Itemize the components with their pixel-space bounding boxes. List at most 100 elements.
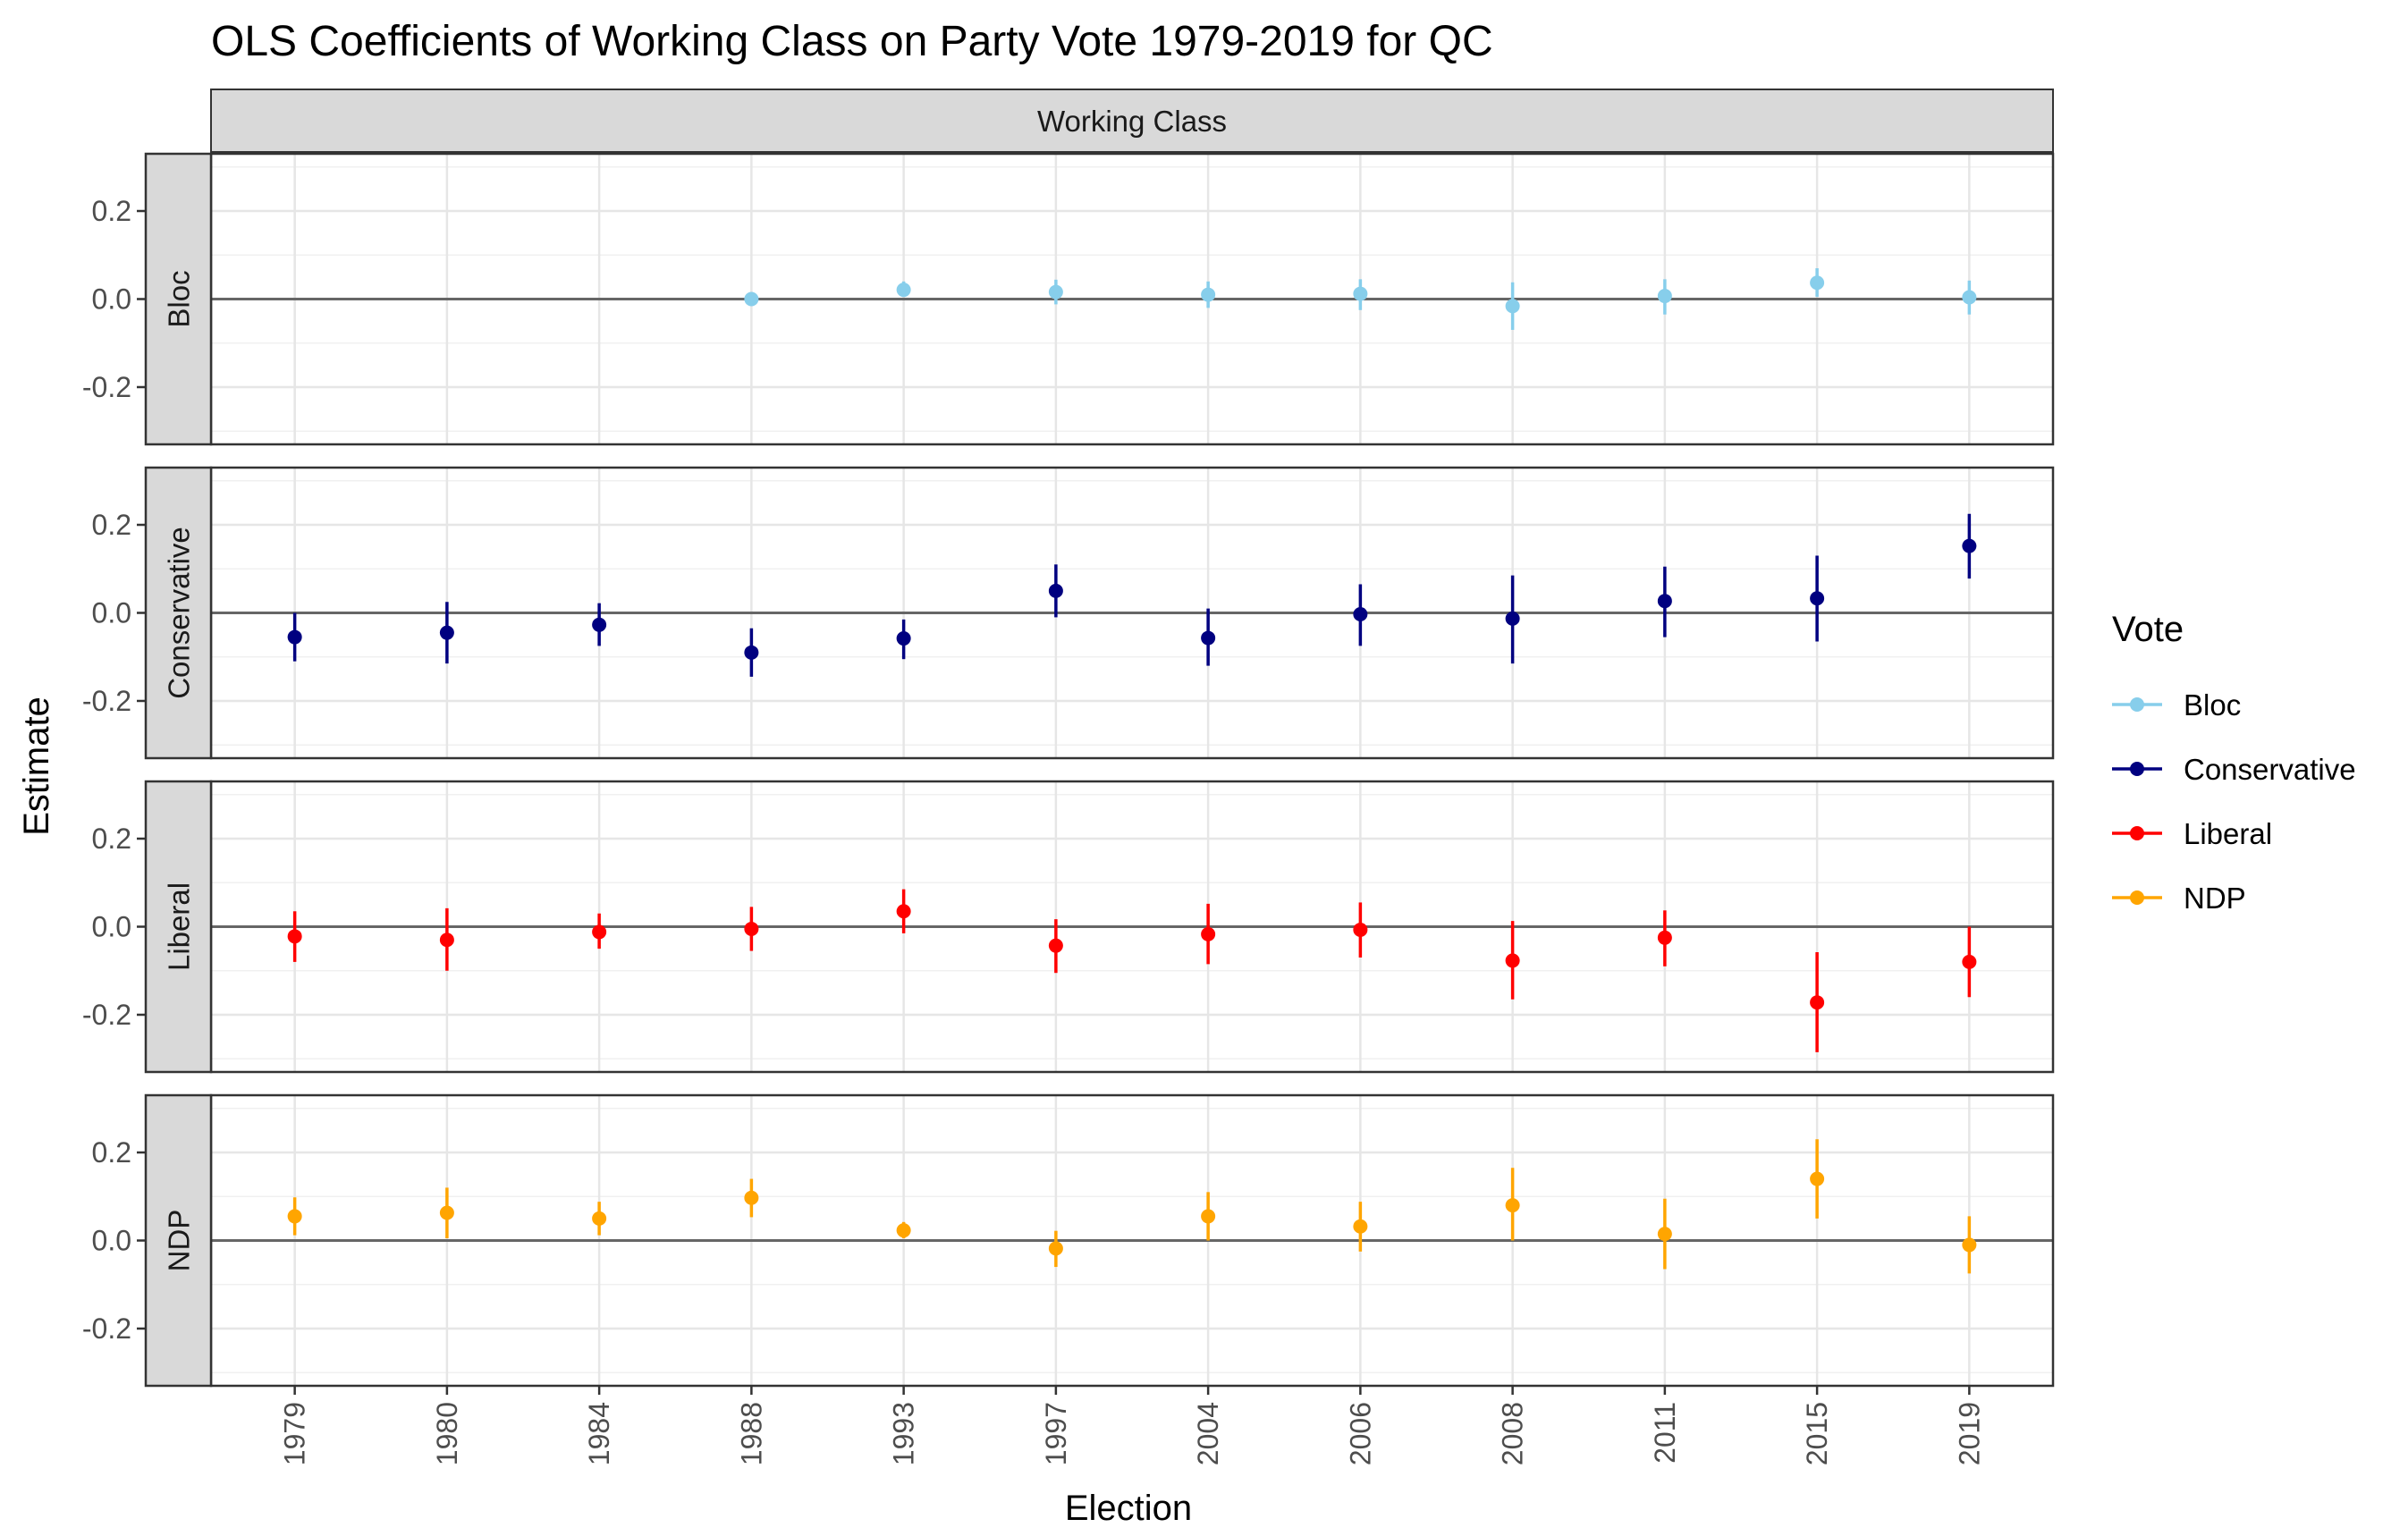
data-point-conservative-1979 xyxy=(287,629,302,645)
facet-panel-conservative: Conservative -0.2 0.0 0.2 xyxy=(82,466,2055,760)
legend-item-label: Liberal xyxy=(2184,817,2272,850)
legend-key-point xyxy=(2130,826,2144,840)
data-point-bloc-2006 xyxy=(1353,286,1368,301)
column-strip xyxy=(210,89,2054,153)
data-point-ndp-1984 xyxy=(592,1211,607,1226)
y-tick-label: -0.2 xyxy=(82,371,131,403)
data-point-liberal-1980 xyxy=(439,933,454,948)
data-point-conservative-2019 xyxy=(1962,538,1977,553)
legend-title: Vote xyxy=(2112,610,2184,649)
data-point-bloc-2015 xyxy=(1810,275,1825,291)
data-point-bloc-1988 xyxy=(744,291,759,307)
legend-item-ndp: NDP xyxy=(2112,882,2246,915)
y-tick-label: 0.0 xyxy=(92,283,131,316)
data-point-liberal-1997 xyxy=(1048,938,1063,953)
chart-title: OLS Coefficients of Working Class on Par… xyxy=(211,18,1493,65)
y-axis-title: Estimate xyxy=(17,696,56,836)
row-strip-label: Liberal xyxy=(163,882,196,971)
data-point-liberal-2004 xyxy=(1201,926,1216,941)
legend-key-point xyxy=(2130,762,2144,776)
x-tick-label-1980: 1980 xyxy=(431,1402,463,1465)
data-point-bloc-1997 xyxy=(1048,284,1063,300)
x-tick-label-1984: 1984 xyxy=(583,1402,615,1465)
data-point-ndp-1980 xyxy=(439,1205,454,1220)
data-point-conservative-1984 xyxy=(592,617,607,632)
x-tick-label-1988: 1988 xyxy=(735,1402,767,1465)
row-strip-label: Conservative xyxy=(163,527,196,699)
y-tick-label: 0.0 xyxy=(92,1225,131,1257)
x-tick-label-2008: 2008 xyxy=(1497,1402,1529,1465)
x-axis-title: Election xyxy=(1065,1489,1192,1528)
x-tick-label-2019: 2019 xyxy=(1953,1402,1985,1465)
legend-item-liberal: Liberal xyxy=(2112,817,2272,850)
y-tick-label: 0.2 xyxy=(92,823,131,855)
legend-item-bloc: Bloc xyxy=(2112,688,2241,722)
row-strip-label: NDP xyxy=(163,1210,196,1272)
facet-panel-bloc: Bloc -0.2 0.0 0.2 xyxy=(82,152,2055,446)
data-point-ndp-2008 xyxy=(1505,1198,1520,1213)
y-tick-label: 0.2 xyxy=(92,1136,131,1169)
data-point-ndp-2006 xyxy=(1353,1219,1368,1234)
y-tick-label: -0.2 xyxy=(82,1312,131,1345)
data-point-liberal-2019 xyxy=(1962,954,1977,969)
y-tick-label: 0.2 xyxy=(92,509,131,541)
data-point-conservative-2008 xyxy=(1505,611,1520,626)
legend: Vote Bloc Conservative Liberal NDP xyxy=(2112,610,2356,915)
facet-panel-ndp: NDP -0.2 0.0 0.2 xyxy=(82,1093,2055,1388)
data-point-ndp-1997 xyxy=(1048,1241,1063,1256)
legend-item-label: NDP xyxy=(2184,882,2246,915)
legend-item-label: Bloc xyxy=(2184,688,2241,722)
data-point-conservative-2006 xyxy=(1353,606,1368,621)
data-point-bloc-2004 xyxy=(1201,287,1216,302)
data-point-conservative-2015 xyxy=(1810,591,1825,606)
data-point-liberal-1993 xyxy=(896,904,911,919)
y-tick-label: 0.0 xyxy=(92,597,131,629)
data-point-liberal-1979 xyxy=(287,929,302,944)
data-point-liberal-2015 xyxy=(1810,995,1825,1010)
data-point-bloc-1993 xyxy=(896,283,911,298)
data-point-ndp-2019 xyxy=(1962,1237,1977,1253)
data-point-liberal-2011 xyxy=(1657,930,1672,945)
data-point-bloc-2008 xyxy=(1505,299,1520,314)
x-tick-label-1979: 1979 xyxy=(279,1402,311,1465)
data-point-liberal-2008 xyxy=(1505,953,1520,968)
y-tick-label: 0.0 xyxy=(92,911,131,943)
legend-item-label: Conservative xyxy=(2184,753,2356,786)
data-point-ndp-2004 xyxy=(1201,1209,1216,1224)
data-point-liberal-2006 xyxy=(1353,922,1368,937)
data-point-ndp-1979 xyxy=(287,1209,302,1224)
x-tick-label-1993: 1993 xyxy=(888,1402,920,1465)
data-point-conservative-2011 xyxy=(1657,594,1672,609)
x-tick-label-1997: 1997 xyxy=(1040,1402,1072,1465)
data-point-bloc-2011 xyxy=(1657,289,1672,304)
x-tick-label-2004: 2004 xyxy=(1192,1402,1224,1465)
row-strip-conservative xyxy=(144,466,213,760)
data-point-conservative-1980 xyxy=(439,625,454,640)
x-tick-label-2006: 2006 xyxy=(1344,1402,1376,1465)
data-point-ndp-2011 xyxy=(1657,1227,1672,1242)
data-point-bloc-2019 xyxy=(1962,290,1977,305)
y-tick-label: -0.2 xyxy=(82,999,131,1031)
legend-item-conservative: Conservative xyxy=(2112,753,2356,786)
facet-panel-liberal: Liberal -0.2 0.0 0.2 xyxy=(82,780,2055,1074)
data-point-ndp-1988 xyxy=(744,1190,759,1205)
data-point-conservative-1993 xyxy=(896,631,911,646)
x-tick-label-2011: 2011 xyxy=(1649,1402,1681,1464)
data-point-conservative-1997 xyxy=(1048,583,1063,598)
legend-key-point xyxy=(2130,697,2144,712)
data-point-liberal-1984 xyxy=(592,924,607,940)
data-point-ndp-1993 xyxy=(896,1223,911,1238)
y-tick-label: 0.2 xyxy=(92,195,131,227)
data-point-liberal-1988 xyxy=(744,921,759,936)
x-tick-label-2015: 2015 xyxy=(1801,1402,1833,1465)
legend-key-point xyxy=(2130,890,2144,905)
y-tick-label: -0.2 xyxy=(82,685,131,717)
plot-area: Working ClassBloc-0.20.00.2Conservative-… xyxy=(82,89,2055,1465)
data-point-ndp-2015 xyxy=(1810,1171,1825,1186)
row-strip-bloc xyxy=(144,152,213,446)
data-point-conservative-1988 xyxy=(744,645,759,660)
data-point-conservative-2004 xyxy=(1201,630,1216,646)
column-strip-label: Working Class xyxy=(1037,105,1227,138)
row-strip-label: Bloc xyxy=(163,270,196,327)
